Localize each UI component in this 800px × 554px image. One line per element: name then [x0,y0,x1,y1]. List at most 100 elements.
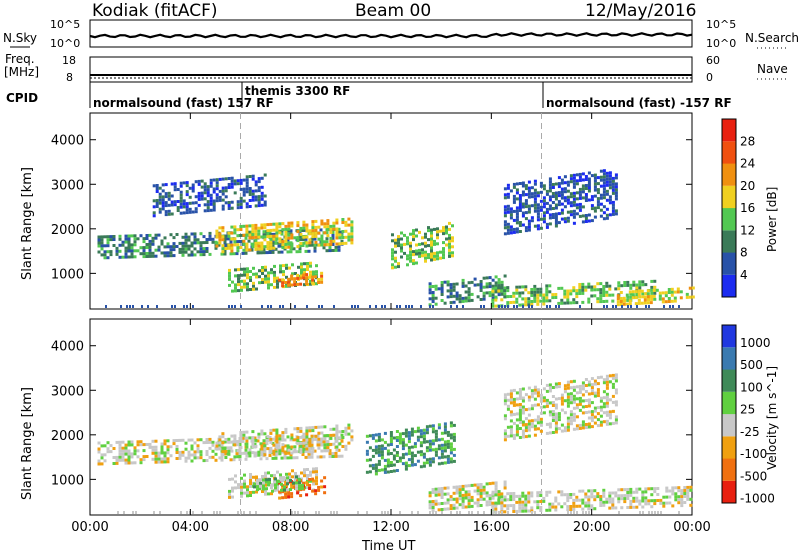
data-cell [106,441,110,445]
data-cell [554,430,558,434]
data-cell [512,194,516,198]
data-cell [557,385,561,389]
data-cell [266,247,270,251]
data-cell [503,226,507,230]
data-cell [554,424,558,428]
data-cell [395,436,399,439]
data-cell [317,231,321,235]
data-cell [289,447,293,451]
data-cell [296,276,300,280]
data-cell [215,235,219,239]
data-cell [644,283,648,287]
data-cell [261,281,264,284]
data-cell [409,256,412,260]
data-cell [279,473,282,477]
data-cell [97,241,101,245]
data-cell [264,483,267,487]
data-cell [452,453,456,457]
data-cell [374,439,378,443]
data-cell [634,302,638,306]
data-cell [270,271,273,275]
data-cell [228,277,231,281]
data-cell [542,202,546,206]
data-cell [187,253,191,257]
data-cell [637,298,641,302]
data-cell [329,230,333,234]
data-cell [218,438,222,442]
data-cell [380,447,384,451]
data-cell [154,248,158,252]
data-cell [269,428,273,432]
data-cell [233,237,237,241]
data-cell [530,509,534,513]
data-cell [298,229,302,233]
data-cell [239,199,243,203]
data-cell [653,297,657,301]
data-cell [467,490,471,494]
data-cell [254,180,258,184]
data-cell [166,251,170,255]
data-cell [311,220,315,224]
data-cell [428,491,432,495]
data-cell [312,482,315,486]
data-cell [569,380,573,384]
data-cell [344,426,348,430]
data-cell [315,482,318,486]
data-cell [231,489,234,493]
data-cell [599,300,603,304]
data-cell [365,458,369,462]
data-cell [281,434,285,438]
data-cell [283,247,287,251]
data-cell [464,490,468,494]
data-cell [227,177,231,180]
data-cell [566,404,570,408]
beam-title: Beam 00 [355,1,432,21]
data-cell [296,239,300,243]
data-cell [252,490,255,494]
data-cell [257,189,261,193]
data-cell [440,446,444,450]
data-cell [680,504,684,508]
data-cell [251,224,255,228]
data-cell [506,231,510,235]
data-cell [182,181,186,185]
data-cell [112,447,116,450]
data-cell [406,257,409,261]
data-cell [133,249,137,253]
data-cell [332,442,336,446]
data-cell [269,240,273,244]
data-cell [315,273,318,277]
data-cell [599,202,603,206]
data-cell [261,272,264,275]
data-cell [430,228,433,232]
data-cell [677,495,681,499]
data-cell [308,487,312,490]
data-cell [234,480,237,484]
data-cell [557,502,561,506]
data-cell [437,423,441,427]
data-cell [653,490,657,494]
data-cell [191,201,195,205]
data-cell [115,458,119,462]
data-cell [593,382,597,386]
data-cell [224,456,228,459]
data-cell [412,232,415,236]
data-cell [506,186,510,190]
data-cell [434,302,438,306]
data-cell [554,427,558,431]
data-cell [560,429,564,433]
data-cell [407,452,411,456]
data-cell [151,242,155,246]
data-cell [602,420,606,424]
data-cell [440,502,444,505]
data-cell [300,274,303,278]
data-cell [427,229,430,233]
data-cell [305,429,309,433]
data-cell [462,305,464,308]
data-cell [257,229,261,233]
data-cell [563,289,567,293]
data-cell [518,494,522,498]
data-cell [334,248,338,252]
data-cell [184,250,188,254]
data-cell [419,435,423,439]
